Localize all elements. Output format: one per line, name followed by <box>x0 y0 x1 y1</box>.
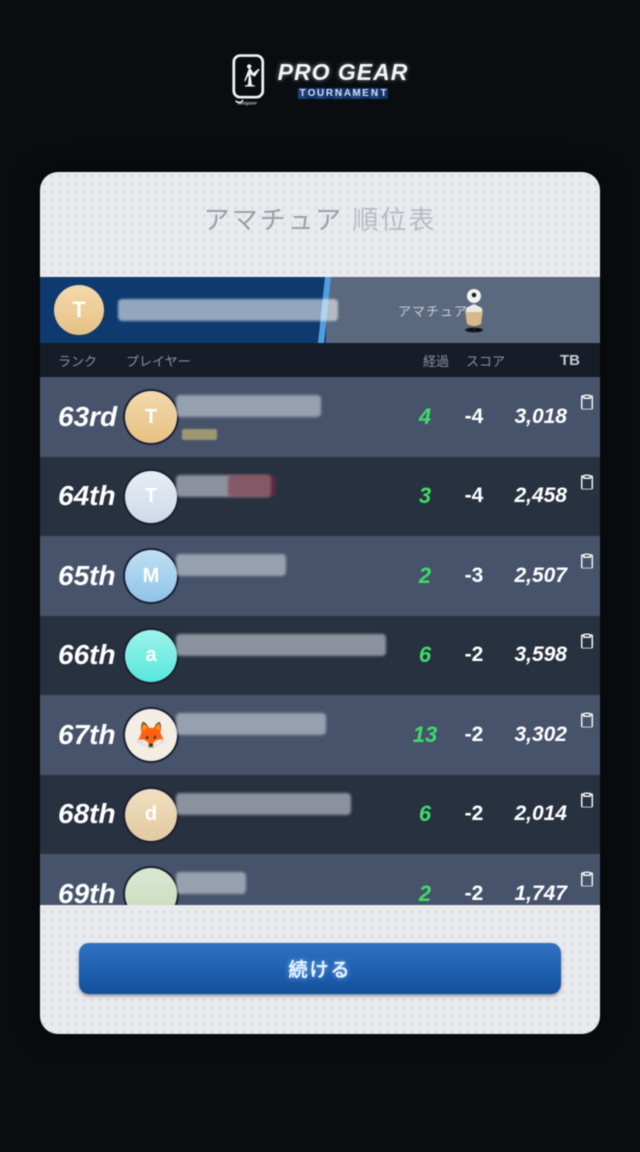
svg-text:Sungazer: Sungazer <box>237 100 257 105</box>
